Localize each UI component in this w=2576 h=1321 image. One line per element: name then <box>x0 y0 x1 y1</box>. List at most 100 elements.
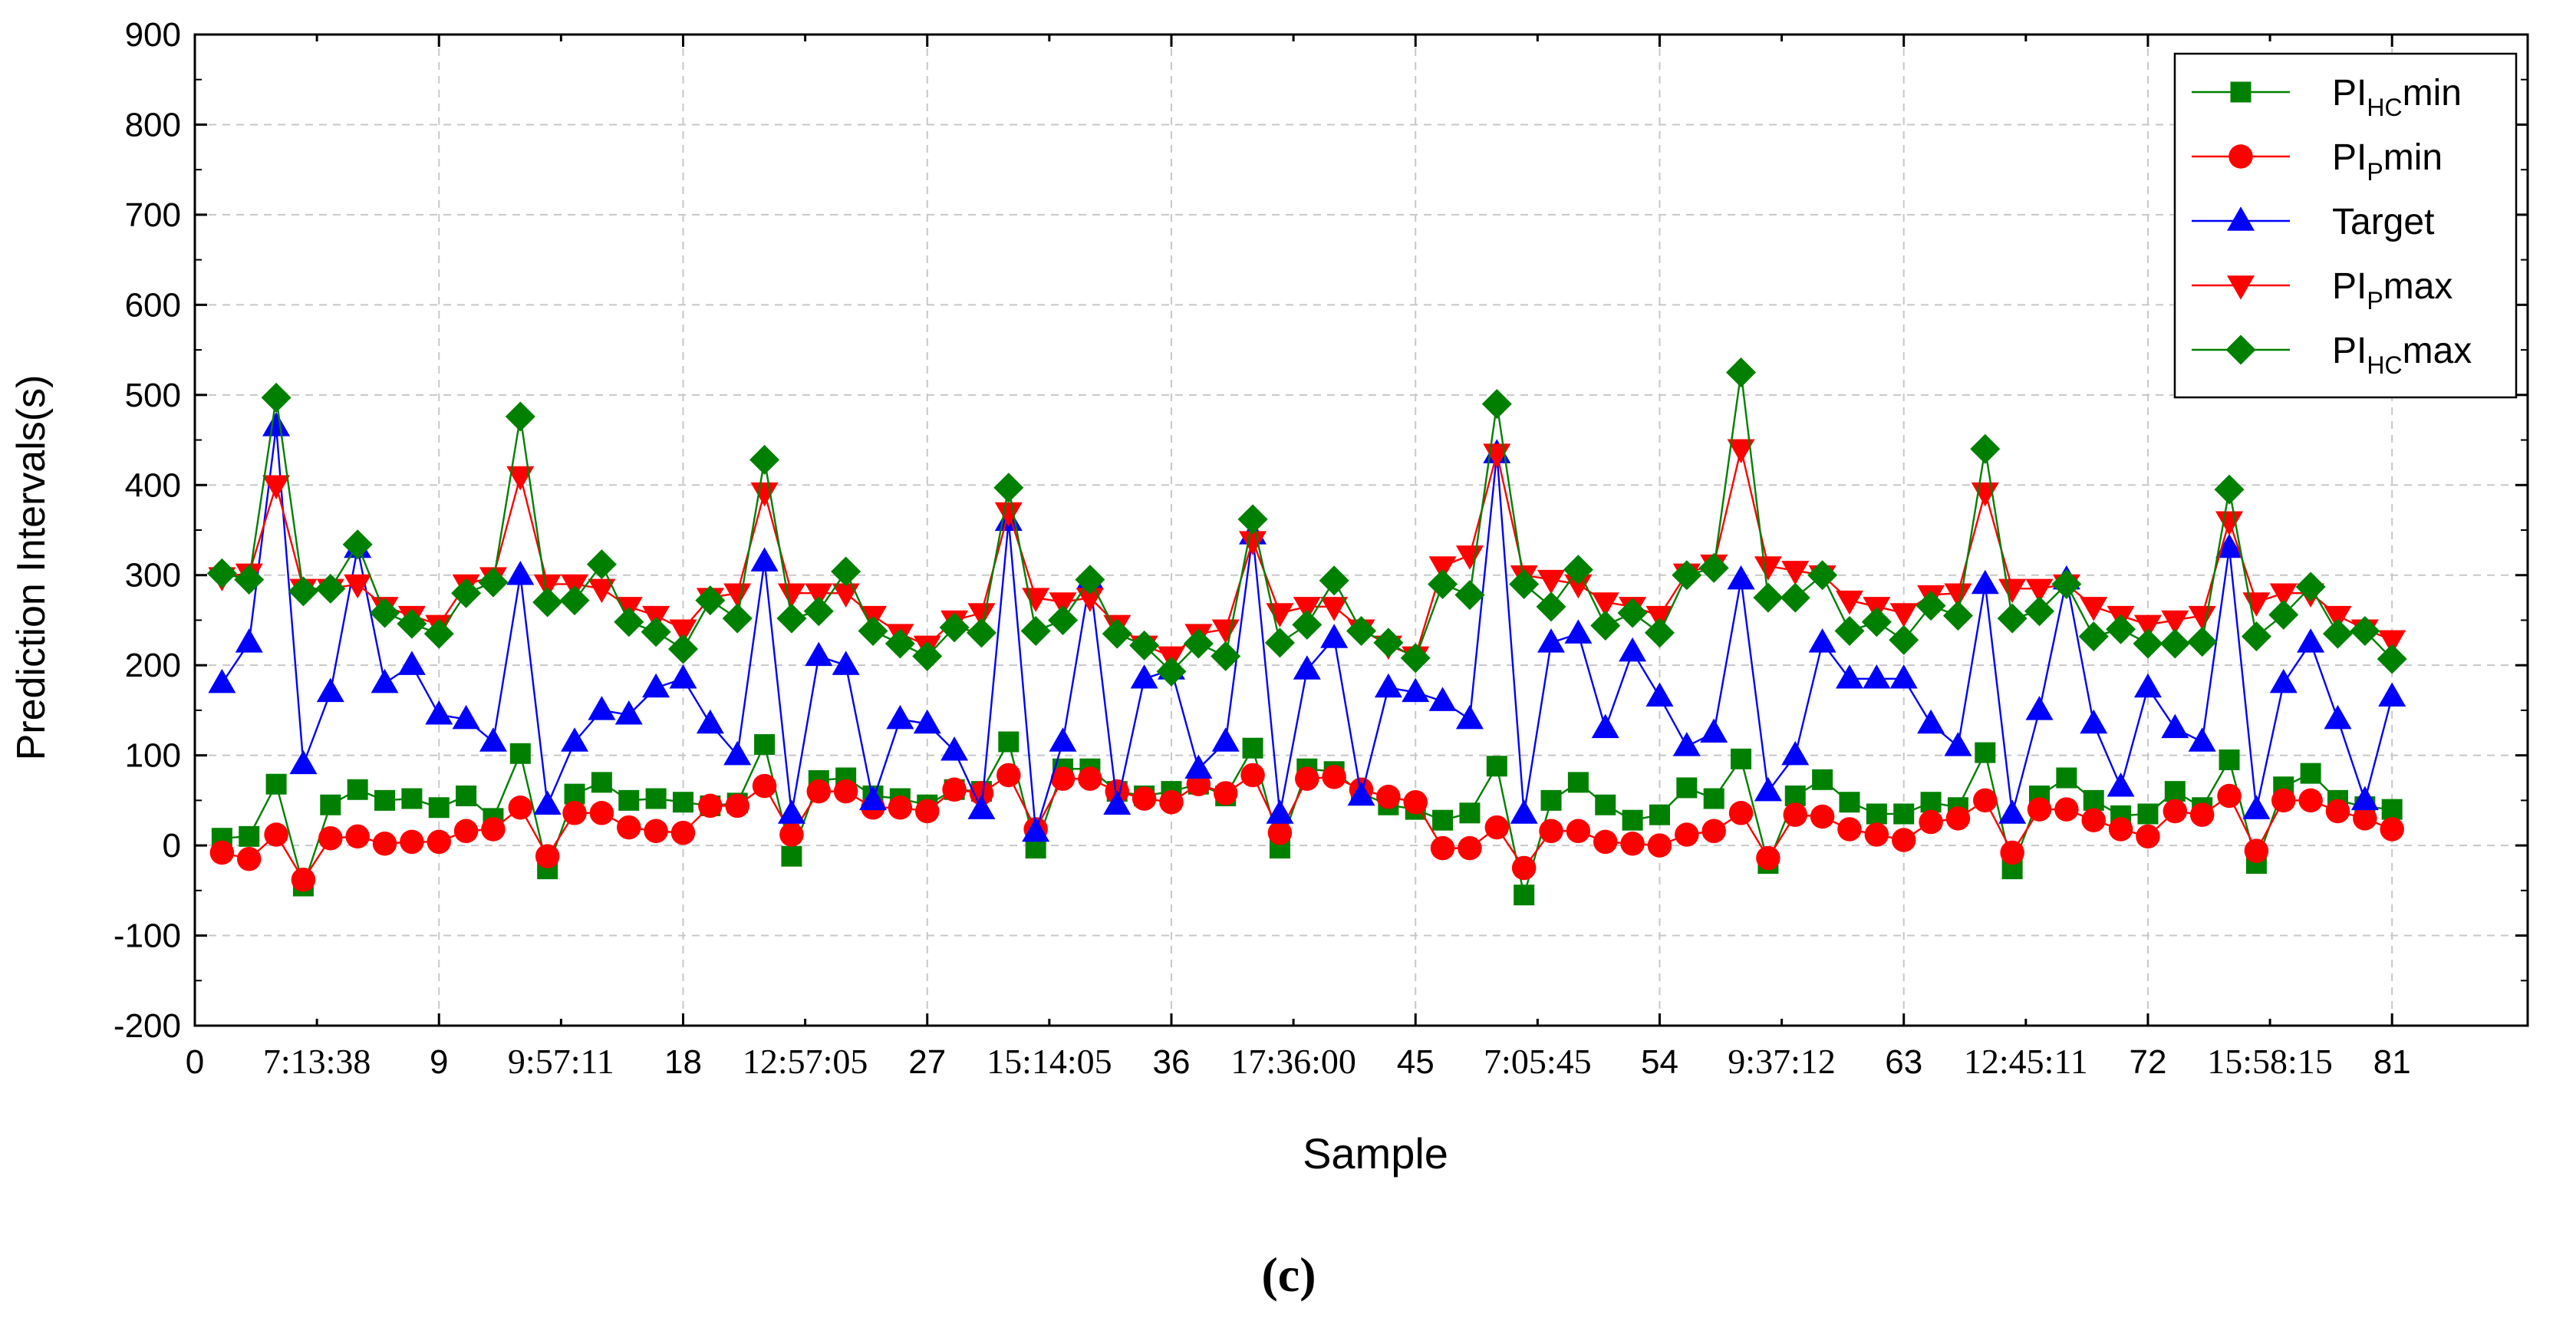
data-point <box>1997 603 2028 634</box>
data-point <box>1808 628 1836 653</box>
data-point <box>261 382 292 413</box>
data-point <box>752 773 777 799</box>
data-point <box>423 618 454 649</box>
data-point <box>1672 732 1701 756</box>
y-tick-label: -200 <box>114 1007 181 1045</box>
data-point <box>397 608 427 639</box>
data-point <box>1102 618 1132 649</box>
data-point <box>1537 628 1566 653</box>
data-point <box>234 565 265 595</box>
data-point <box>236 846 262 871</box>
data-point <box>209 840 235 865</box>
data-point <box>1050 766 1076 791</box>
data-point <box>1644 618 1675 648</box>
data-point <box>508 796 533 820</box>
data-point <box>1293 597 1321 621</box>
data-point <box>2378 630 2406 655</box>
x-axis-label: Sample <box>1303 1129 1448 1178</box>
data-point <box>1700 718 1728 743</box>
x-tick-label: 81 <box>2373 1043 2411 1081</box>
data-point <box>1595 794 1616 815</box>
data-point <box>208 668 236 693</box>
data-point <box>1834 616 1865 647</box>
x-tick-label: 36 <box>1153 1043 1191 1081</box>
data-point <box>586 549 617 580</box>
series-layer <box>206 357 2407 906</box>
data-point <box>506 560 535 585</box>
data-point <box>617 815 641 840</box>
data-point <box>1539 819 1563 844</box>
data-point <box>1293 655 1321 680</box>
data-point <box>2242 795 2271 819</box>
data-point <box>2159 628 2190 659</box>
data-point <box>2051 568 2082 599</box>
data-point <box>1889 664 1918 689</box>
data-point <box>1703 788 1724 809</box>
data-point <box>451 578 482 608</box>
data-point <box>754 734 776 756</box>
legend-label: PIHCmax <box>2332 331 2472 379</box>
data-point <box>1510 799 1538 824</box>
data-point <box>669 619 697 644</box>
data-point <box>723 740 752 766</box>
data-point <box>1889 624 1919 655</box>
data-point <box>2163 799 2188 824</box>
data-point <box>1211 641 1241 671</box>
legend-label-sub: HC <box>2367 94 2402 121</box>
data-point <box>315 573 346 604</box>
data-point <box>1022 817 1050 842</box>
data-point <box>1727 439 1755 464</box>
data-point <box>265 773 287 795</box>
data-point <box>2133 614 2162 640</box>
data-point <box>1998 578 2027 604</box>
data-point <box>2164 781 2186 802</box>
data-point <box>509 743 531 764</box>
y-tick-label: 100 <box>125 737 181 775</box>
data-point <box>371 668 399 693</box>
data-point <box>1971 569 1999 595</box>
data-point <box>1048 604 1079 635</box>
data-point <box>2378 682 2406 707</box>
data-point <box>750 547 779 572</box>
data-point <box>1455 545 1484 570</box>
data-point <box>1698 552 1729 583</box>
data-point <box>1402 677 1430 703</box>
data-point <box>695 585 726 616</box>
data-point <box>262 475 291 500</box>
y-tick-label: -100 <box>114 917 181 955</box>
data-point <box>481 817 506 842</box>
data-point <box>967 603 996 628</box>
legend-label-main: PI <box>2332 266 2367 307</box>
data-point <box>1428 568 1458 599</box>
data-point <box>400 829 424 855</box>
data-point <box>1400 643 1431 674</box>
data-point <box>318 825 343 851</box>
data-point <box>1780 582 1810 613</box>
data-point <box>1455 704 1484 730</box>
data-point <box>1893 803 1915 825</box>
data-point <box>1970 433 2001 464</box>
data-point <box>397 651 426 675</box>
data-point <box>2133 673 2162 698</box>
data-point <box>2161 713 2189 739</box>
data-point <box>1374 673 1402 698</box>
data-point <box>1944 583 1972 608</box>
data-point <box>2297 628 2325 653</box>
data-point <box>320 794 341 815</box>
data-point <box>2025 578 2054 604</box>
data-point <box>2188 605 2216 631</box>
data-point <box>532 587 563 618</box>
data-point <box>1812 769 1833 790</box>
data-point <box>670 820 696 845</box>
data-point <box>2271 788 2296 813</box>
data-point <box>1266 603 1294 628</box>
data-point <box>2241 621 2271 652</box>
data-point <box>535 844 560 868</box>
y-tick-label: 200 <box>125 647 181 684</box>
data-point <box>2000 840 2024 865</box>
data-point <box>559 585 590 616</box>
data-point <box>886 704 914 730</box>
x-tick-label: 12:57:05 <box>743 1042 868 1081</box>
data-point <box>1942 601 1973 631</box>
